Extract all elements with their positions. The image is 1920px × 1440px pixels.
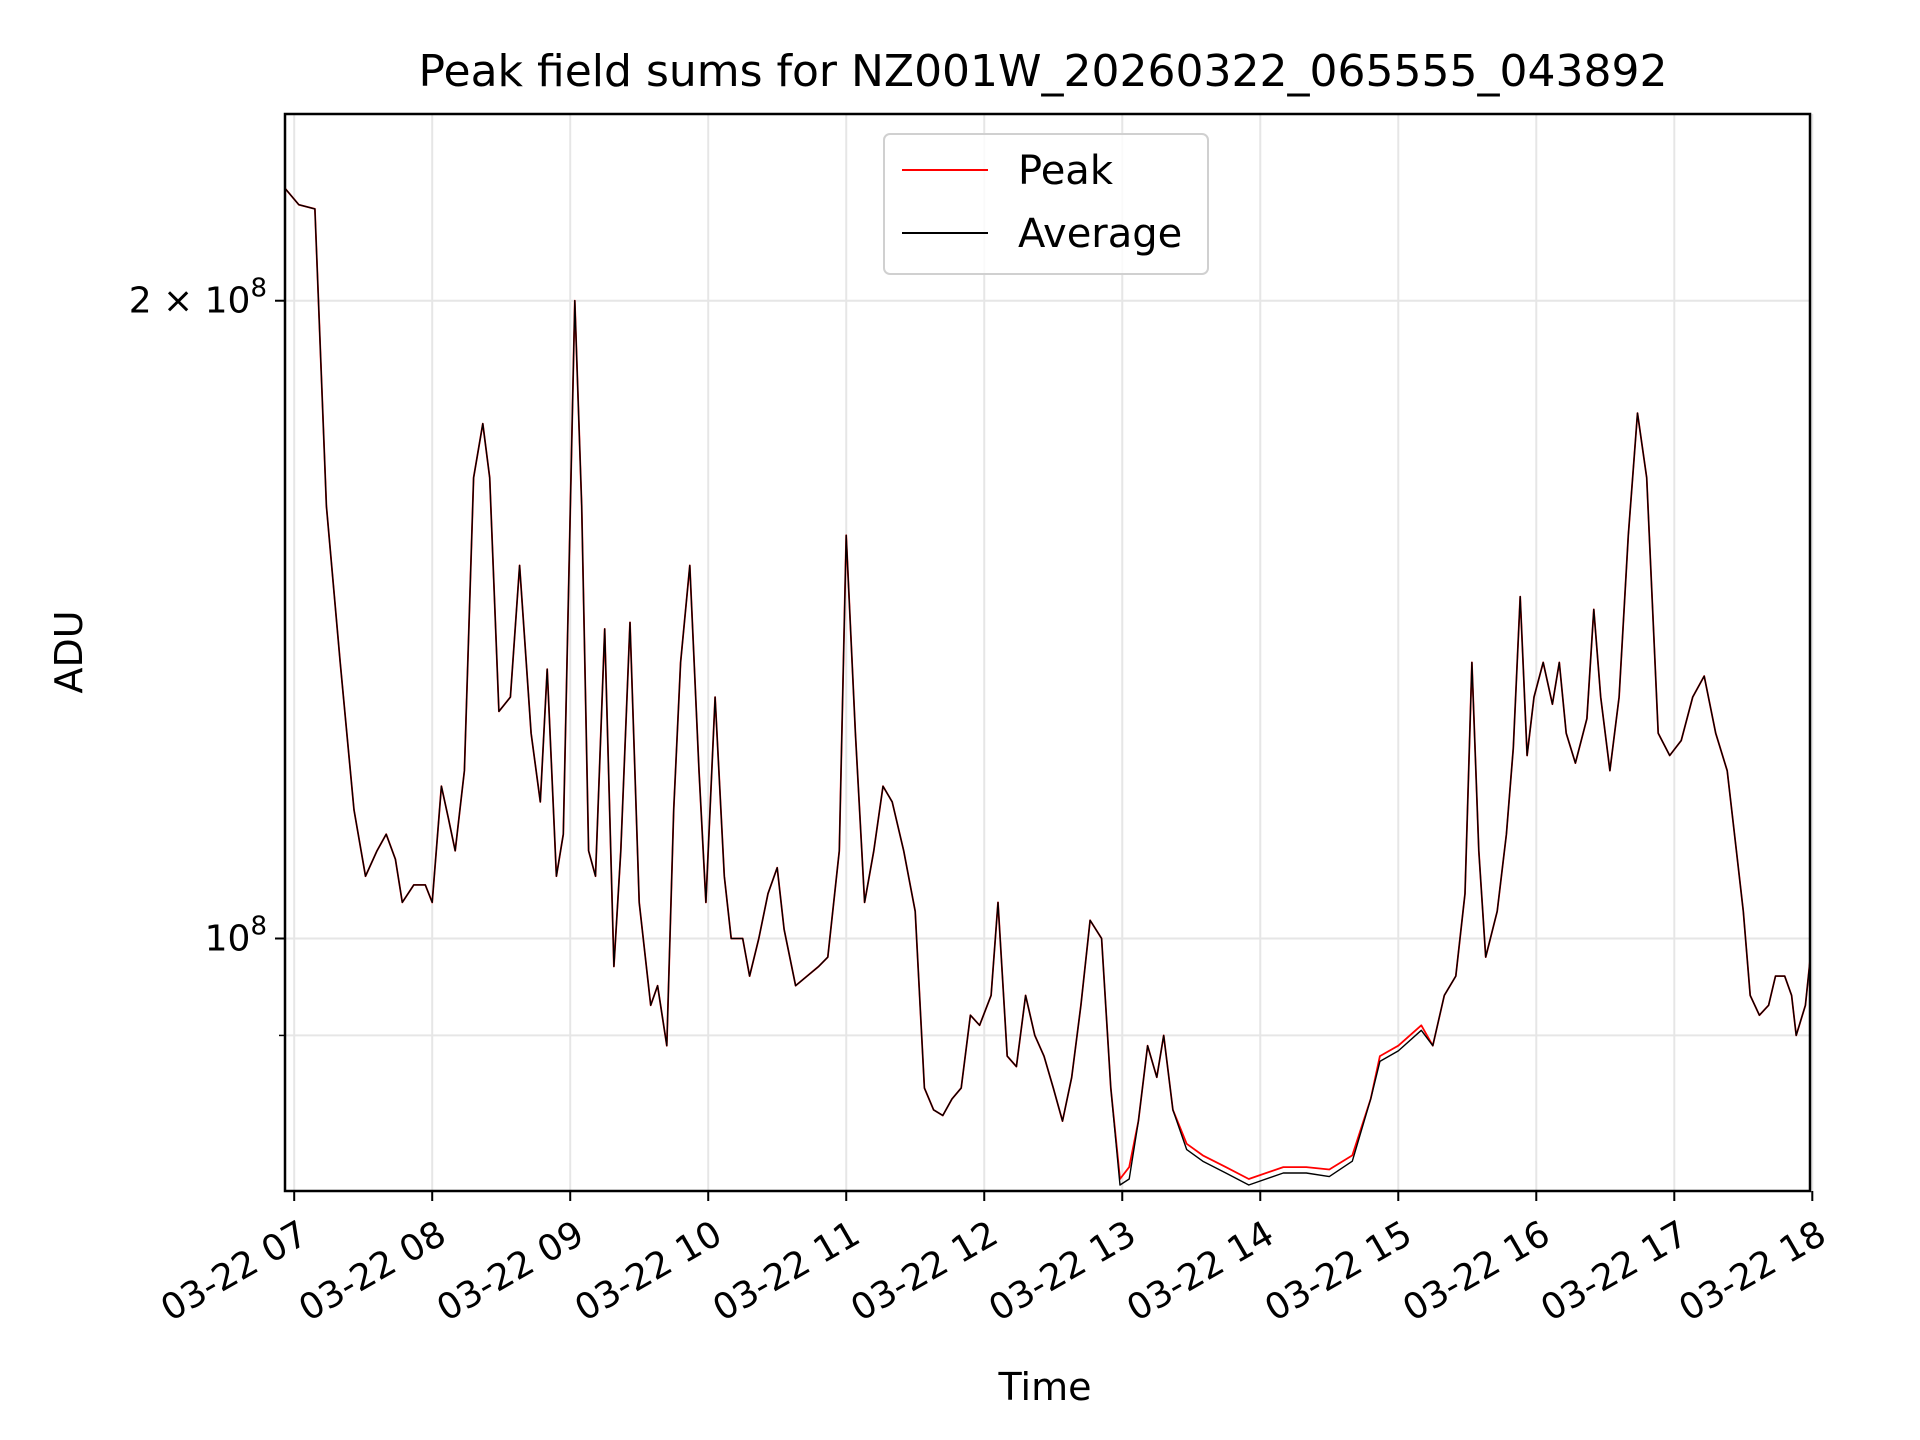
series-layer [285,187,1810,1186]
legend-label-peak: Peak [1018,148,1114,194]
y-tick-label: 108 [205,911,267,959]
legend-label-average: Average [1018,211,1182,257]
series-line-average [285,187,1810,1186]
gridlines [285,114,1814,1191]
chart-title: Peak field sums for NZ001W_20260322_0655… [419,46,1668,97]
y-axis-label: ADU [47,610,91,693]
y-tick-label: 2 × 108 [129,274,267,322]
y-axis: 108 2 × 108 [129,274,285,1037]
x-axis-label: Time [998,1365,1092,1409]
legend: Peak Average [883,133,1209,275]
plot-frame [283,112,1812,1193]
